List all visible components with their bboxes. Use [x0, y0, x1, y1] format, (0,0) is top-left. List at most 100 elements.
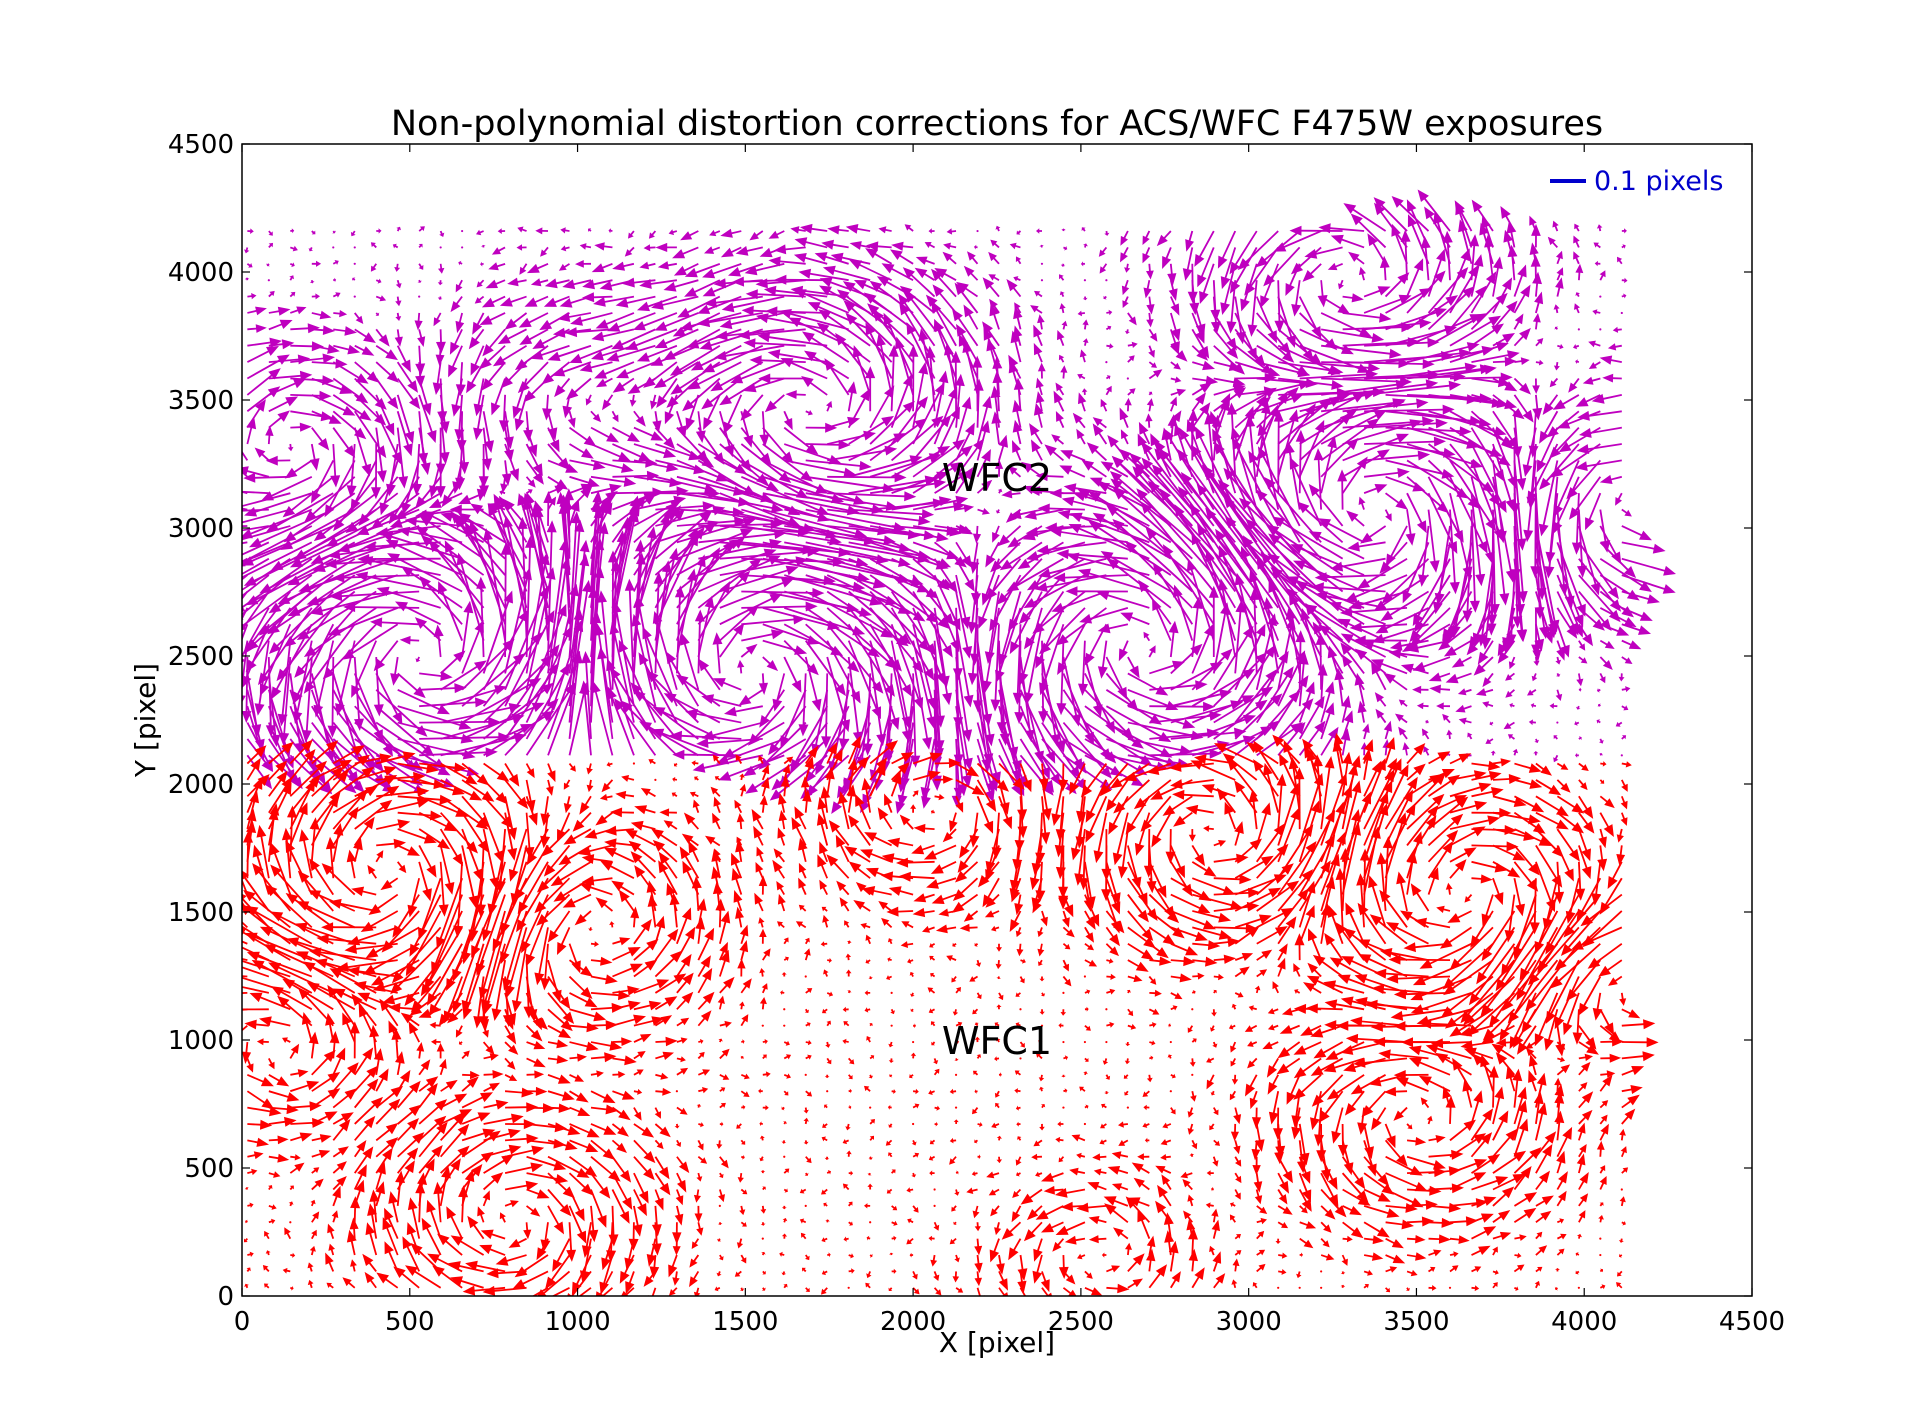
arrow	[311, 1211, 320, 1223]
arrow	[311, 344, 340, 354]
arrow	[734, 1270, 742, 1277]
arrow	[256, 824, 270, 879]
arrow	[1299, 1252, 1303, 1258]
arrow	[1149, 1040, 1156, 1046]
arrow	[1256, 344, 1310, 376]
arrow	[1079, 1086, 1086, 1092]
arrow	[397, 1147, 419, 1174]
arrow	[955, 624, 974, 708]
arrow	[1234, 1189, 1241, 1200]
arrow	[1535, 1144, 1553, 1174]
arrow	[547, 1024, 572, 1039]
arrow	[805, 1090, 813, 1097]
arrow	[1339, 607, 1408, 617]
arrow	[247, 1137, 269, 1147]
arrow	[1427, 830, 1459, 863]
arrow	[934, 524, 972, 535]
arrow	[1234, 1234, 1241, 1240]
arrow	[989, 303, 1000, 330]
arrow	[1428, 1135, 1446, 1143]
arrow	[270, 842, 292, 895]
arrow	[790, 226, 806, 234]
arrow	[1363, 1221, 1390, 1238]
arrow	[866, 241, 892, 252]
arrow	[252, 863, 291, 912]
arrow	[1057, 509, 1128, 527]
arrow	[934, 793, 945, 801]
arrow	[1334, 667, 1345, 707]
arrow	[1127, 689, 1179, 711]
arrow	[247, 1202, 254, 1208]
arrow	[800, 776, 810, 797]
arrow	[1449, 1251, 1459, 1258]
arrow	[1471, 350, 1520, 363]
arrow	[1570, 926, 1623, 950]
arrow	[1170, 410, 1182, 429]
arrow	[1406, 342, 1480, 363]
arrow	[1088, 521, 1172, 576]
arrow	[827, 445, 898, 462]
arrow	[526, 1103, 555, 1114]
arrow	[476, 279, 485, 288]
arrow	[765, 306, 828, 317]
arrow	[612, 492, 657, 511]
arrow	[949, 1238, 957, 1245]
arrow	[1528, 719, 1536, 726]
arrow	[758, 755, 764, 764]
arrow	[1170, 700, 1244, 724]
arrow	[1255, 650, 1289, 707]
arrow	[648, 230, 657, 239]
arrow	[1168, 1240, 1179, 1272]
arrow	[1599, 812, 1614, 837]
arrow	[1078, 640, 1088, 696]
arrow	[1211, 1219, 1220, 1239]
arrow	[1277, 782, 1300, 846]
arrow	[1267, 1024, 1279, 1031]
arrow	[1535, 1170, 1550, 1190]
arrow	[568, 682, 589, 756]
arrow	[740, 1139, 746, 1145]
arrow	[1105, 279, 1108, 282]
arrow	[1535, 1266, 1543, 1273]
arrow	[1040, 1024, 1044, 1027]
arrow	[1125, 1042, 1131, 1047]
arrow	[474, 295, 485, 304]
arrow	[989, 298, 1000, 314]
arrow	[290, 1285, 294, 1291]
arrow	[475, 894, 506, 976]
arrow	[715, 328, 785, 341]
arrow	[547, 443, 570, 470]
arrow	[351, 886, 377, 897]
arrow	[418, 1158, 435, 1190]
arrow	[590, 500, 602, 592]
arrow	[1248, 1005, 1257, 1012]
arrow	[1428, 769, 1455, 781]
arrow	[1384, 789, 1413, 846]
arrow	[1217, 479, 1301, 576]
arrow	[672, 1222, 682, 1245]
arrow	[784, 459, 857, 478]
arrow	[847, 758, 858, 797]
arrow	[1504, 894, 1516, 943]
arrow	[611, 500, 639, 609]
arrow	[1308, 531, 1365, 560]
arrow	[848, 574, 926, 622]
arrow	[715, 898, 726, 928]
arrow	[830, 252, 871, 265]
arrow	[906, 1238, 914, 1245]
arrow	[1126, 989, 1131, 994]
arrow	[826, 1170, 831, 1175]
arrow	[798, 877, 807, 895]
arrow	[612, 1055, 637, 1066]
arrow	[1206, 1074, 1215, 1090]
arrow	[651, 1205, 662, 1237]
arrow	[1416, 702, 1429, 710]
arrow	[1618, 673, 1625, 682]
arrow	[375, 328, 390, 347]
arrow	[525, 567, 556, 690]
arrow	[1285, 607, 1301, 674]
arrow	[1146, 1074, 1153, 1083]
arrow	[268, 306, 291, 316]
arrow	[533, 505, 549, 641]
arrow	[748, 705, 785, 746]
